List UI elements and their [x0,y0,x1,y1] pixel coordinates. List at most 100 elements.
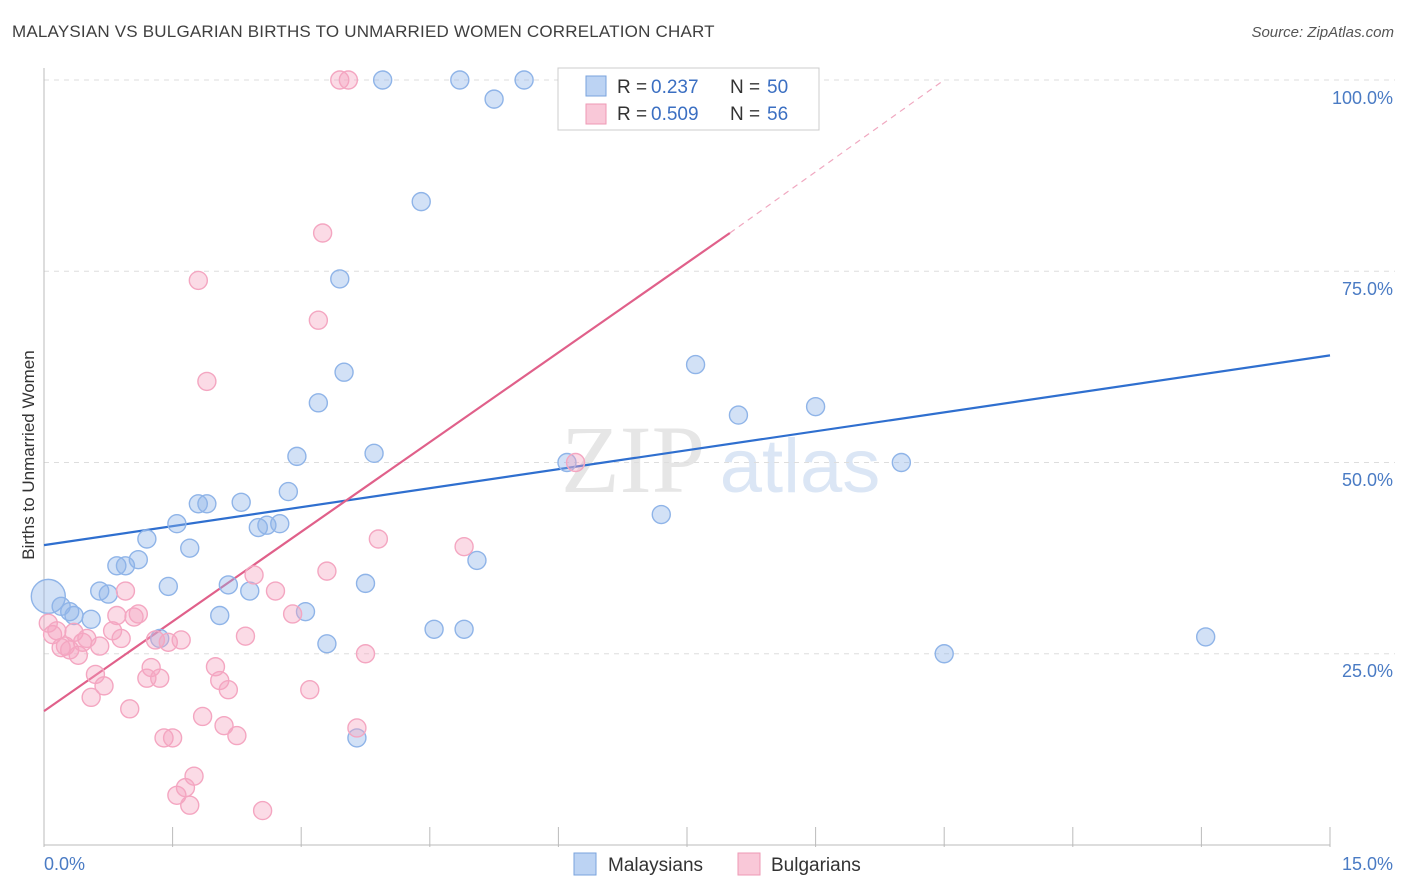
y-axis-label: Births to Unmarried Women [19,350,38,559]
point-bulgarians-54 [368,529,389,549]
point-bulgarians-40 [227,725,247,746]
point-malaysians-20 [240,581,260,601]
point-malaysians-16 [197,494,217,514]
point-malaysians-12 [158,576,179,597]
series-legend-swatch-malaysians [573,852,597,876]
point-malaysians-10 [137,529,157,549]
point-bulgarians-43 [252,800,273,821]
point-malaysians-48 [934,644,954,664]
grid-layer [44,79,1395,655]
point-malaysians-45 [728,405,749,425]
legend-r-value-2: 0.509 [651,104,699,125]
axes-layer [43,68,1331,847]
point-bulgarians-32 [184,766,204,786]
series-legend-label-bulgarians: Bulgarians [771,855,861,876]
watermark-atlas: atlas [720,424,881,509]
point-bulgarians-42 [244,565,264,585]
point-bulgarians-51 [338,70,359,90]
point-malaysians-31 [347,728,367,748]
point-bulgarians-47 [308,310,329,330]
series-legend-label-malaysians: Malaysians [608,855,703,876]
point-malaysians-28 [317,634,337,654]
point-bulgarians-33 [188,270,209,291]
legend-swatch-bulgarians [585,103,607,125]
legend-n-label-2: N = [730,104,760,125]
point-malaysians-38 [454,619,474,639]
point-bulgarians-15 [107,605,127,626]
point-bulgarians-48 [312,223,333,243]
point-bulgarians-29 [171,630,191,650]
y-tick-label-75: 75.0% [1342,279,1393,299]
point-malaysians-44 [685,354,706,375]
point-malaysians-3 [64,605,84,626]
point-bulgarians-38 [214,715,234,736]
legend-r-label-2: R = [617,104,647,125]
chart-title: MALAYSIAN VS BULGARIAN BIRTHS TO UNMARRI… [12,22,715,41]
point-bulgarians-46 [300,680,320,700]
point-bulgarians-56 [565,452,586,473]
legend-n-value-1: 50 [767,77,788,98]
point-bulgarians-41 [235,626,256,646]
legend-r-label-1: R = [617,77,647,98]
trend-layer [43,79,1331,713]
point-malaysians-30 [334,362,354,382]
point-bulgarians-39 [218,680,239,700]
point-bulgarians-24 [150,668,170,688]
point-malaysians-35 [411,191,431,212]
series-legend-swatch-bulgarians [737,852,761,876]
point-malaysians-41 [514,70,534,90]
point-malaysians-9 [128,549,149,570]
point-malaysians-17 [210,605,230,626]
watermark-zip: ZIP [561,406,705,513]
point-bulgarians-52 [347,718,367,738]
point-malaysians-37 [450,70,470,90]
x-tick-label-max: 15.0% [1342,854,1393,874]
x-tick-label-min: 0.0% [44,854,85,874]
point-bulgarians-20 [128,604,149,624]
source-label: Source: ZipAtlas.com [1251,24,1394,41]
point-malaysians-39 [467,550,487,571]
point-bulgarians-12 [90,636,110,656]
point-malaysians-24 [278,481,299,502]
point-bulgarians-27 [162,728,183,748]
point-bulgarians-31 [180,795,200,815]
point-malaysians-32 [355,573,376,594]
point-malaysians-13 [167,514,187,534]
point-malaysians-49 [1195,627,1216,647]
point-bulgarians-17 [115,581,136,601]
y-tick-label-100: 100.0% [1332,88,1393,108]
point-bulgarians-18 [120,699,140,719]
y-tick-label-25: 25.0% [1342,661,1393,681]
point-bulgarians-55 [454,536,474,557]
point-bulgarians-35 [197,371,217,392]
point-bulgarians-44 [265,581,286,601]
point-malaysians-33 [364,443,384,464]
legend-n-value-2: 56 [767,104,788,125]
point-bulgarians-34 [192,706,213,727]
y-tick-label-50: 50.0% [1342,470,1393,490]
stats-legend: R = 0.237 N = 50 R = 0.509 N = 56 [557,67,820,131]
point-malaysians-34 [372,70,393,90]
legend-n-label-1: N = [730,77,760,98]
point-malaysians-46 [805,396,826,417]
point-bulgarians-53 [355,644,376,664]
point-malaysians-4 [81,609,101,630]
point-malaysians-14 [180,538,200,558]
point-bulgarians-45 [282,604,303,624]
trend-line-malaysians [43,354,1331,547]
point-malaysians-0 [30,578,66,615]
point-bulgarians-10 [81,687,101,708]
point-bulgarians-49 [317,561,337,581]
series-legend: Malaysians Bulgarians [573,852,861,876]
point-bulgarians-16 [111,628,131,649]
point-malaysians-47 [891,452,912,473]
point-malaysians-19 [231,492,251,512]
point-malaysians-29 [330,269,350,289]
point-malaysians-40 [484,89,504,109]
point-malaysians-43 [651,504,671,525]
point-malaysians-6 [98,584,119,604]
point-bulgarians-13 [94,676,114,696]
point-malaysians-23 [270,514,290,534]
legend-swatch-malaysians [585,75,607,97]
